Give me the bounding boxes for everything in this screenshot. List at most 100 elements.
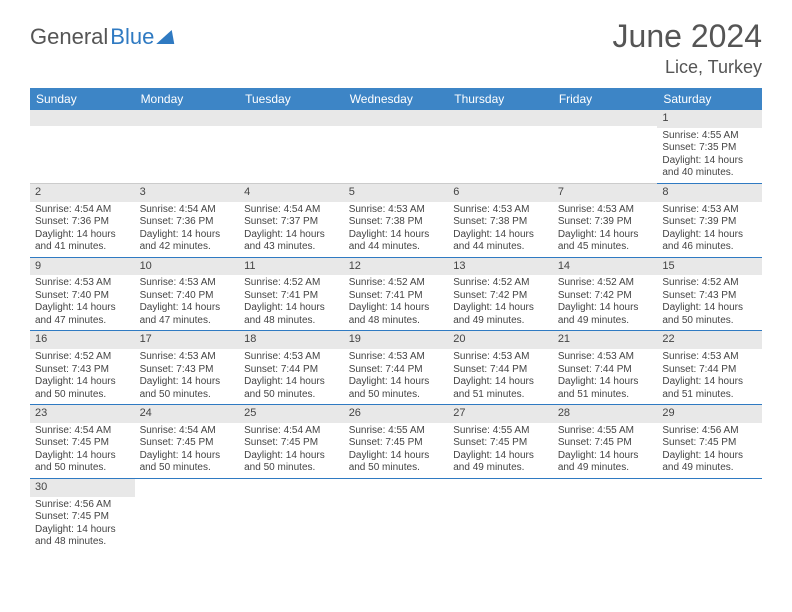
daylight-line: Daylight: 14 hours and 49 minutes. [453,450,548,475]
weekday-header: Saturday [657,88,762,110]
calendar-cell: 26Sunrise: 4:55 AMSunset: 7:45 PMDayligh… [344,405,449,479]
calendar-cell: 14Sunrise: 4:52 AMSunset: 7:42 PMDayligh… [553,257,658,331]
calendar-cell: 30Sunrise: 4:56 AMSunset: 7:45 PMDayligh… [30,478,135,551]
day-number: 30 [30,479,135,497]
weekday-header: Sunday [30,88,135,110]
weekday-header-row: Sunday Monday Tuesday Wednesday Thursday… [30,88,762,110]
day-number: 26 [344,405,449,423]
sunrise-line: Sunrise: 4:54 AM [140,425,235,438]
daylight-line: Daylight: 14 hours and 51 minutes. [558,376,653,401]
calendar-cell: 21Sunrise: 4:53 AMSunset: 7:44 PMDayligh… [553,331,658,405]
weekday-header: Monday [135,88,240,110]
sunset-line: Sunset: 7:39 PM [558,216,653,229]
day-number: 14 [553,258,658,276]
day-details: Sunrise: 4:56 AMSunset: 7:45 PMDaylight:… [30,497,135,552]
day-details: Sunrise: 4:54 AMSunset: 7:45 PMDaylight:… [239,423,344,478]
logo: GeneralBlue [30,18,175,50]
calendar-cell: 18Sunrise: 4:53 AMSunset: 7:44 PMDayligh… [239,331,344,405]
daylight-line: Daylight: 14 hours and 50 minutes. [662,302,757,327]
daylight-line: Daylight: 14 hours and 50 minutes. [244,450,339,475]
sunset-line: Sunset: 7:35 PM [662,142,757,155]
weekday-header: Wednesday [344,88,449,110]
daylight-line: Daylight: 14 hours and 43 minutes. [244,229,339,254]
day-details: Sunrise: 4:53 AMSunset: 7:44 PMDaylight:… [239,349,344,404]
sunrise-line: Sunrise: 4:54 AM [244,425,339,438]
day-details: Sunrise: 4:52 AMSunset: 7:43 PMDaylight:… [657,275,762,330]
sunrise-line: Sunrise: 4:55 AM [662,130,757,143]
calendar-table: Sunday Monday Tuesday Wednesday Thursday… [30,88,762,552]
logo-triangle-icon [157,30,176,44]
calendar-cell: 17Sunrise: 4:53 AMSunset: 7:43 PMDayligh… [135,331,240,405]
sunset-line: Sunset: 7:36 PM [35,216,130,229]
sunset-line: Sunset: 7:44 PM [349,364,444,377]
sunrise-line: Sunrise: 4:55 AM [558,425,653,438]
calendar-cell [135,478,240,551]
logo-text-2: Blue [110,24,154,50]
daylight-line: Daylight: 14 hours and 50 minutes. [244,376,339,401]
day-number: 2 [30,184,135,202]
header: GeneralBlue June 2024 Lice, Turkey [30,18,762,78]
day-number: 7 [553,184,658,202]
daylight-line: Daylight: 14 hours and 50 minutes. [35,450,130,475]
sunset-line: Sunset: 7:45 PM [140,437,235,450]
sunrise-line: Sunrise: 4:52 AM [244,277,339,290]
sunrise-line: Sunrise: 4:52 AM [662,277,757,290]
daylight-line: Daylight: 14 hours and 48 minutes. [35,524,130,549]
logo-text-1: General [30,24,108,50]
day-details: Sunrise: 4:53 AMSunset: 7:44 PMDaylight:… [344,349,449,404]
daylight-line: Daylight: 14 hours and 50 minutes. [140,450,235,475]
calendar-cell [239,110,344,183]
day-number: 3 [135,184,240,202]
day-details: Sunrise: 4:53 AMSunset: 7:44 PMDaylight:… [448,349,553,404]
calendar-cell: 24 Sunrise: 4:54 AMSunset: 7:45 PMDayligh… [135,405,240,479]
calendar-cell: 25Sunrise: 4:54 AMSunset: 7:45 PMDayligh… [239,405,344,479]
calendar-cell [30,110,135,183]
daylight-line: Daylight: 14 hours and 50 minutes. [349,450,444,475]
sunset-line: Sunset: 7:42 PM [453,290,548,303]
calendar-cell [344,478,449,551]
calendar-cell: 11Sunrise: 4:52 AMSunset: 7:41 PMDayligh… [239,257,344,331]
sunset-line: Sunset: 7:39 PM [662,216,757,229]
calendar-week-row: 9Sunrise: 4:53 AMSunset: 7:40 PMDaylight… [30,257,762,331]
sunset-line: Sunset: 7:38 PM [453,216,548,229]
daylight-line: Daylight: 14 hours and 50 minutes. [35,376,130,401]
sunrise-line: Sunrise: 4:53 AM [140,277,235,290]
calendar-week-row: 30Sunrise: 4:56 AMSunset: 7:45 PMDayligh… [30,478,762,551]
daylight-line: Daylight: 14 hours and 40 minutes. [662,155,757,180]
sunset-line: Sunset: 7:36 PM [140,216,235,229]
sunset-line: Sunset: 7:45 PM [662,437,757,450]
daylight-line: Daylight: 14 hours and 48 minutes. [244,302,339,327]
day-details: Sunrise: 4:53 AMSunset: 7:38 PMDaylight:… [344,202,449,257]
day-number: 20 [448,331,553,349]
calendar-cell [344,110,449,183]
daylight-line: Daylight: 14 hours and 49 minutes. [662,450,757,475]
sunrise-line: Sunrise: 4:55 AM [349,425,444,438]
sunset-line: Sunset: 7:40 PM [35,290,130,303]
day-details: Sunrise: 4:53 AMSunset: 7:44 PMDaylight:… [657,349,762,404]
daylight-line: Daylight: 14 hours and 49 minutes. [558,450,653,475]
sunset-line: Sunset: 7:41 PM [349,290,444,303]
calendar-cell: 8Sunrise: 4:53 AMSunset: 7:39 PMDaylight… [657,183,762,257]
calendar-cell: 23Sunrise: 4:54 AMSunset: 7:45 PMDayligh… [30,405,135,479]
calendar-cell [553,110,658,183]
day-details: Sunrise: 4:53 AMSunset: 7:38 PMDaylight:… [448,202,553,257]
sunset-line: Sunset: 7:37 PM [244,216,339,229]
day-number: 6 [448,184,553,202]
calendar-cell [553,478,658,551]
daylight-line: Daylight: 14 hours and 50 minutes. [349,376,444,401]
calendar-cell: 29Sunrise: 4:56 AMSunset: 7:45 PMDayligh… [657,405,762,479]
day-details: Sunrise: 4:52 AMSunset: 7:42 PMDaylight:… [553,275,658,330]
calendar-cell: 19Sunrise: 4:53 AMSunset: 7:44 PMDayligh… [344,331,449,405]
location-title: Lice, Turkey [613,57,762,78]
day-number: 24 [135,405,240,423]
day-number: 1 [657,110,762,128]
calendar-week-row: 23Sunrise: 4:54 AMSunset: 7:45 PMDayligh… [30,405,762,479]
day-number: 8 [657,184,762,202]
day-details: Sunrise: 4:52 AMSunset: 7:41 PMDaylight:… [239,275,344,330]
sunrise-line: Sunrise: 4:53 AM [453,351,548,364]
calendar-cell: 2Sunrise: 4:54 AMSunset: 7:36 PMDaylight… [30,183,135,257]
day-number: 18 [239,331,344,349]
day-details: Sunrise: 4:53 AMSunset: 7:39 PMDaylight:… [657,202,762,257]
daylight-line: Daylight: 14 hours and 41 minutes. [35,229,130,254]
sunrise-line: Sunrise: 4:52 AM [349,277,444,290]
